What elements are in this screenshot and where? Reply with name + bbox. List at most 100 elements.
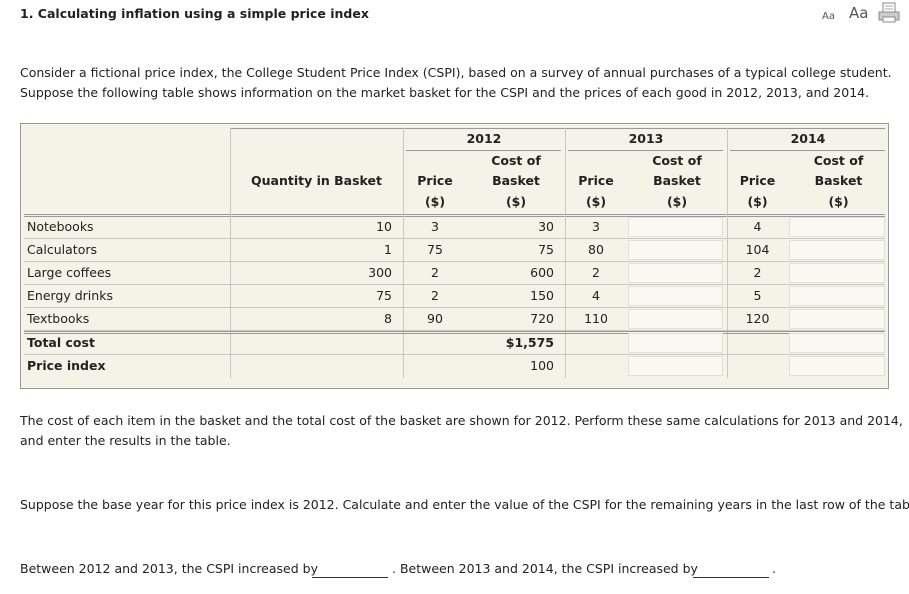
column-header: ($): [747, 194, 768, 209]
row-line: [406, 150, 561, 151]
column-header: Basket: [814, 173, 863, 188]
price: 75: [427, 242, 443, 257]
row-line: [24, 331, 885, 332]
year-header: 2012: [466, 131, 502, 146]
price: 110: [584, 311, 608, 326]
item-name: Calculators: [27, 242, 97, 257]
total-label: Price index: [27, 358, 106, 373]
column-header: ($): [666, 194, 688, 209]
intro-line: Suppose the following table shows inform…: [20, 85, 870, 100]
column-header: Price: [739, 173, 776, 188]
column-header: ($): [424, 194, 446, 209]
item-name: Large coffees: [27, 265, 112, 280]
price: 80: [588, 242, 604, 257]
year-header: 2014: [790, 131, 826, 146]
answer-input[interactable]: [789, 263, 885, 283]
quantity: 75: [376, 288, 392, 303]
price: 4: [753, 219, 762, 234]
total-label: Total cost: [27, 335, 95, 350]
price: 90: [427, 311, 443, 326]
answer-blank[interactable]: [693, 563, 769, 578]
row-line: [24, 238, 885, 239]
answer-blank[interactable]: [312, 563, 388, 578]
total-value: 100: [530, 358, 554, 373]
row-line: [230, 128, 885, 129]
row-line: [24, 261, 885, 262]
cost: 30: [538, 219, 554, 234]
cost: 75: [538, 242, 554, 257]
item-name: Energy drinks: [27, 288, 113, 303]
column-line: [403, 128, 404, 378]
item-name: Textbooks: [27, 311, 90, 326]
quantity: 10: [376, 219, 392, 234]
row-line: [730, 150, 885, 151]
intro-line: Consider a fictional price index, the Co…: [20, 65, 892, 80]
quantity: 1: [384, 242, 392, 257]
column-header: Price: [417, 173, 453, 188]
row-line: [24, 214, 885, 215]
price: 4: [592, 288, 600, 303]
item-name: Notebooks: [27, 219, 94, 234]
column-header: Cost of: [813, 153, 864, 168]
answer-input[interactable]: [628, 217, 723, 237]
column-line: [230, 128, 231, 378]
column-header: ($): [828, 194, 849, 209]
price: 2: [592, 265, 600, 280]
answer-input[interactable]: [628, 263, 723, 283]
font-large-button[interactable]: Aa: [849, 4, 869, 22]
answer-input[interactable]: [789, 240, 885, 260]
quantity: 300: [368, 265, 392, 280]
answer-input[interactable]: [789, 286, 885, 306]
column-line: [727, 128, 728, 378]
price: 3: [431, 219, 439, 234]
question-text: . Between 2013 and 2014, the CSPI increa…: [392, 561, 698, 576]
question-text: Between 2012 and 2013, the CSPI increase…: [20, 561, 318, 576]
font-small-button[interactable]: Aa: [822, 11, 835, 22]
price: 2: [431, 288, 439, 303]
row-line: [24, 284, 885, 285]
answer-input[interactable]: [628, 333, 723, 353]
price: 2: [753, 265, 762, 280]
column-header: Cost of: [491, 153, 541, 168]
row-line: [24, 354, 885, 355]
instruction-line: Suppose the base year for this price ind…: [20, 497, 909, 512]
column-header: Basket: [653, 173, 701, 188]
row-line: [24, 333, 885, 334]
title: 1. Calculating inflation using a simple …: [20, 6, 369, 21]
column-header: Quantity in Basket: [251, 173, 382, 188]
row-line: [24, 216, 885, 217]
price-table: 2012 Price ($) Cost of Basket ($) 2013 Price ($)…: [20, 123, 889, 389]
instruction-line: The cost of each item in the basket and …: [20, 413, 903, 428]
cost: 600: [530, 265, 554, 280]
total-value: $1,575: [505, 335, 554, 350]
row-line: [568, 150, 723, 151]
price: 104: [745, 242, 770, 257]
answer-input[interactable]: [628, 240, 723, 260]
answer-input[interactable]: [628, 356, 723, 376]
column-header: ($): [505, 194, 527, 209]
cost: 720: [530, 311, 554, 326]
question-text: .: [772, 561, 776, 576]
answer-input[interactable]: [628, 309, 723, 329]
quantity: 8: [384, 311, 392, 326]
answer-input[interactable]: [628, 286, 723, 306]
row-line: [24, 307, 885, 308]
column-header: ($): [585, 194, 607, 209]
price: 5: [753, 288, 762, 303]
column-header: Price: [578, 173, 614, 188]
answer-input[interactable]: [789, 356, 885, 376]
column-header: Cost of: [652, 153, 702, 168]
column-line: [565, 128, 566, 378]
row-line: [24, 330, 885, 331]
answer-input[interactable]: [789, 217, 885, 237]
instruction-line: and enter the results in the table.: [20, 433, 231, 448]
price: 2: [431, 265, 439, 280]
answer-input[interactable]: [789, 309, 885, 329]
column-header: Basket: [492, 173, 540, 188]
price: 120: [745, 311, 770, 326]
answer-input[interactable]: [789, 333, 885, 353]
print-button[interactable]: [877, 2, 901, 24]
price: 3: [592, 219, 600, 234]
cost: 150: [530, 288, 554, 303]
